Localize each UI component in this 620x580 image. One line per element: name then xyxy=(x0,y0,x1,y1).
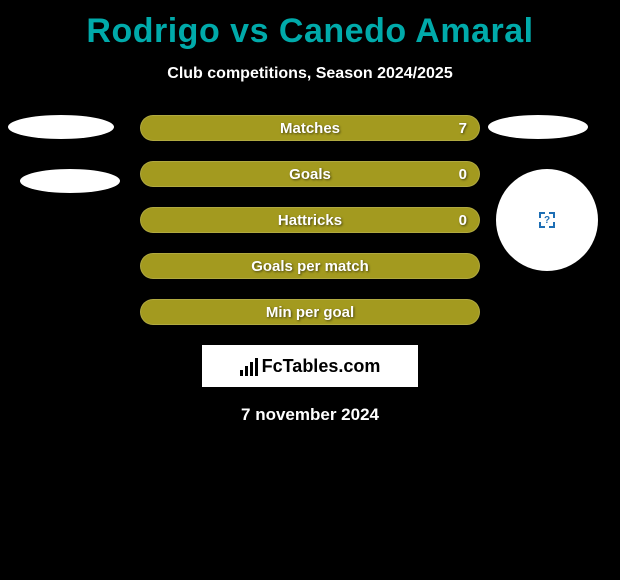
stat-bar-value: 0 xyxy=(459,212,467,229)
stat-bar-label: Goals xyxy=(289,166,331,183)
missing-image-icon: ? xyxy=(539,212,555,228)
decorative-ellipse xyxy=(20,169,120,193)
comparison-subtitle: Club competitions, Season 2024/2025 xyxy=(0,65,620,83)
player-avatar-placeholder: ? xyxy=(496,169,598,271)
decorative-ellipse xyxy=(8,115,114,139)
stat-bar: Matches 7 xyxy=(140,115,480,141)
stat-bar-label: Hattricks xyxy=(278,212,342,229)
stat-bar: Goals 0 xyxy=(140,161,480,187)
stat-bar-label: Matches xyxy=(280,120,340,137)
stat-bar-value: 0 xyxy=(459,166,467,183)
brand-text: FcTables.com xyxy=(262,356,381,377)
stat-bar-value: 7 xyxy=(459,120,467,137)
brand-logo-icon xyxy=(240,356,258,376)
brand-badge: FcTables.com xyxy=(202,345,418,387)
stat-bars: Matches 7 Goals 0 Hattricks 0 Goals per match M… xyxy=(140,115,480,325)
stat-bar-label: Goals per match xyxy=(251,258,369,275)
stat-bar: Min per goal xyxy=(140,299,480,325)
stat-bar: Hattricks 0 xyxy=(140,207,480,233)
stat-bar: Goals per match xyxy=(140,253,480,279)
decorative-ellipse xyxy=(488,115,588,139)
comparison-title: Rodrigo vs Canedo Amaral xyxy=(0,0,620,51)
stat-bar-label: Min per goal xyxy=(266,304,354,321)
snapshot-date: 7 november 2024 xyxy=(0,405,620,425)
chart-area: ? Matches 7 Goals 0 Hattricks 0 Goals per matc… xyxy=(0,115,620,325)
